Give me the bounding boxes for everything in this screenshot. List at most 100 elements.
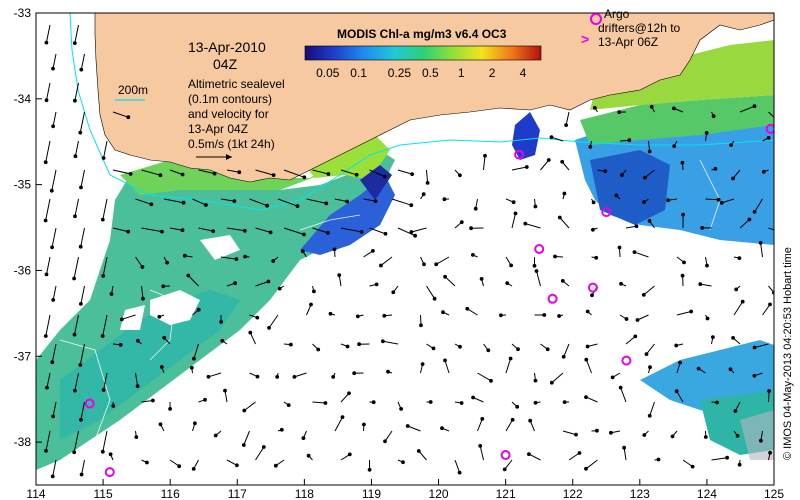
velocity-arrow-head xyxy=(524,165,529,169)
velocity-arrow-head xyxy=(585,309,590,314)
velocity-arrow-head xyxy=(627,138,632,143)
velocity-arrow-head xyxy=(523,221,528,226)
velocity-arrow-head xyxy=(302,232,306,237)
velocity-arrow xyxy=(340,169,357,176)
lon-tick-label: 125 xyxy=(764,487,784,500)
altimetry-line-4: 13-Apr 04Z xyxy=(188,122,248,136)
velocity-arrow-head xyxy=(471,253,475,257)
velocity-arrow xyxy=(644,169,655,178)
velocity-arrow-head xyxy=(79,417,83,422)
altimetry-line-3: and velocity for xyxy=(188,107,269,121)
velocity-arrow-head xyxy=(647,219,652,223)
velocity-arrow-head xyxy=(752,345,757,350)
velocity-arrow-head xyxy=(703,435,708,439)
velocity-arrow xyxy=(340,392,350,403)
velocity-arrow xyxy=(80,53,85,70)
velocity-arrow-head xyxy=(386,369,390,374)
velocity-arrow-head xyxy=(633,334,638,339)
velocity-arrow-head xyxy=(73,98,77,103)
velocity-arrow-head xyxy=(289,342,293,347)
velocity-arrow-head xyxy=(747,217,752,222)
velocity-arrow xyxy=(676,311,692,316)
argo-legend-line-2: drifters@12h to xyxy=(598,21,681,35)
velocity-arrow xyxy=(46,256,51,275)
lat-tick-label: -38 xyxy=(14,435,32,449)
velocity-arrow-head xyxy=(409,203,414,208)
velocity-arrow xyxy=(562,430,577,436)
velocity-arrow xyxy=(505,358,512,374)
velocity-arrow xyxy=(625,336,636,345)
velocity-arrow-head xyxy=(533,400,538,405)
velocity-arrow-head xyxy=(711,335,715,340)
velocity-arrow-head xyxy=(478,444,483,448)
velocity-arrow xyxy=(334,198,348,202)
velocity-arrow xyxy=(74,314,79,335)
velocity-arrow xyxy=(226,169,240,173)
velocity-arrow-head xyxy=(331,375,336,379)
velocity-arrow-head xyxy=(584,466,588,471)
argo-legend-line-1: Argo xyxy=(604,7,630,21)
velocity-arrow-head xyxy=(425,181,430,185)
velocity-arrow xyxy=(369,227,386,235)
velocity-arrow-head xyxy=(768,450,772,455)
velocity-arrow-head xyxy=(443,274,448,279)
velocity-arrow xyxy=(551,372,564,384)
velocity-arrow-head xyxy=(347,452,352,457)
velocity-arrow-head xyxy=(182,253,187,258)
velocity-arrow xyxy=(45,24,51,43)
velocity-arrow xyxy=(135,372,139,387)
velocity-arrow-head xyxy=(713,167,718,171)
velocity-arrow-head xyxy=(235,463,239,468)
colorbar-ticks: 0.05 0.1 0.25 0.5 1 2 4 xyxy=(316,66,527,80)
velocity-arrow-head xyxy=(73,154,78,159)
velocity-arrow xyxy=(74,198,79,217)
velocity-arrow-head xyxy=(672,106,676,111)
velocity-arrow xyxy=(198,227,214,232)
velocity-arrow-head xyxy=(617,110,622,114)
velocity-arrow-head xyxy=(421,192,426,197)
velocity-arrow-head xyxy=(203,397,207,402)
velocity-arrow-head xyxy=(337,273,342,278)
velocity-arrow xyxy=(255,446,265,461)
velocity-arrow-head xyxy=(73,388,77,393)
velocity-arrow-head xyxy=(533,204,538,209)
lat-tick-label: -36 xyxy=(14,263,32,277)
velocity-arrow xyxy=(397,227,416,237)
velocity-arrow-head xyxy=(273,463,278,468)
velocity-arrow-head xyxy=(585,344,590,349)
velocity-arrow-head xyxy=(158,173,163,178)
velocity-arrow xyxy=(483,155,486,171)
argo-track-marker: > xyxy=(581,31,589,47)
colorbar-tick-label: 0.5 xyxy=(422,66,439,80)
velocity-arrow xyxy=(382,340,399,345)
velocity-arrow-head xyxy=(740,299,745,304)
argo-drifter-marker xyxy=(104,467,115,478)
velocity-arrow-head xyxy=(383,231,388,236)
velocity-arrow-head xyxy=(78,244,83,249)
velocity-arrow xyxy=(74,140,79,157)
velocity-arrow xyxy=(103,140,108,159)
velocity-arrow-head xyxy=(292,375,297,379)
velocity-arrow xyxy=(224,390,228,403)
velocity-arrow-head xyxy=(391,290,396,295)
velocity-arrow-head xyxy=(440,426,444,431)
velocity-arrow-head xyxy=(340,415,345,420)
velocity-arrow-head xyxy=(591,200,596,205)
velocity-arrow-head xyxy=(119,317,124,322)
velocity-arrow-head xyxy=(489,378,493,383)
argo-drifter-marker xyxy=(534,244,545,254)
velocity-arrow xyxy=(52,459,57,477)
velocity-arrow-head xyxy=(50,474,55,479)
map-date: 13-Apr-2010 xyxy=(188,39,266,55)
velocity-arrow-head xyxy=(634,224,639,229)
velocity-arrow-head xyxy=(729,143,733,147)
velocity-arrow-head xyxy=(618,385,623,390)
velocity-arrow-head xyxy=(641,293,646,297)
velocity-arrow-head xyxy=(648,365,652,370)
velocity-arrow xyxy=(391,198,412,206)
velocity-arrow-head xyxy=(345,199,350,204)
velocity-arrow-head xyxy=(160,229,164,234)
velocity-arrow-head xyxy=(752,104,757,109)
velocity-arrow xyxy=(141,227,163,233)
velocity-arrow-head xyxy=(516,347,520,352)
